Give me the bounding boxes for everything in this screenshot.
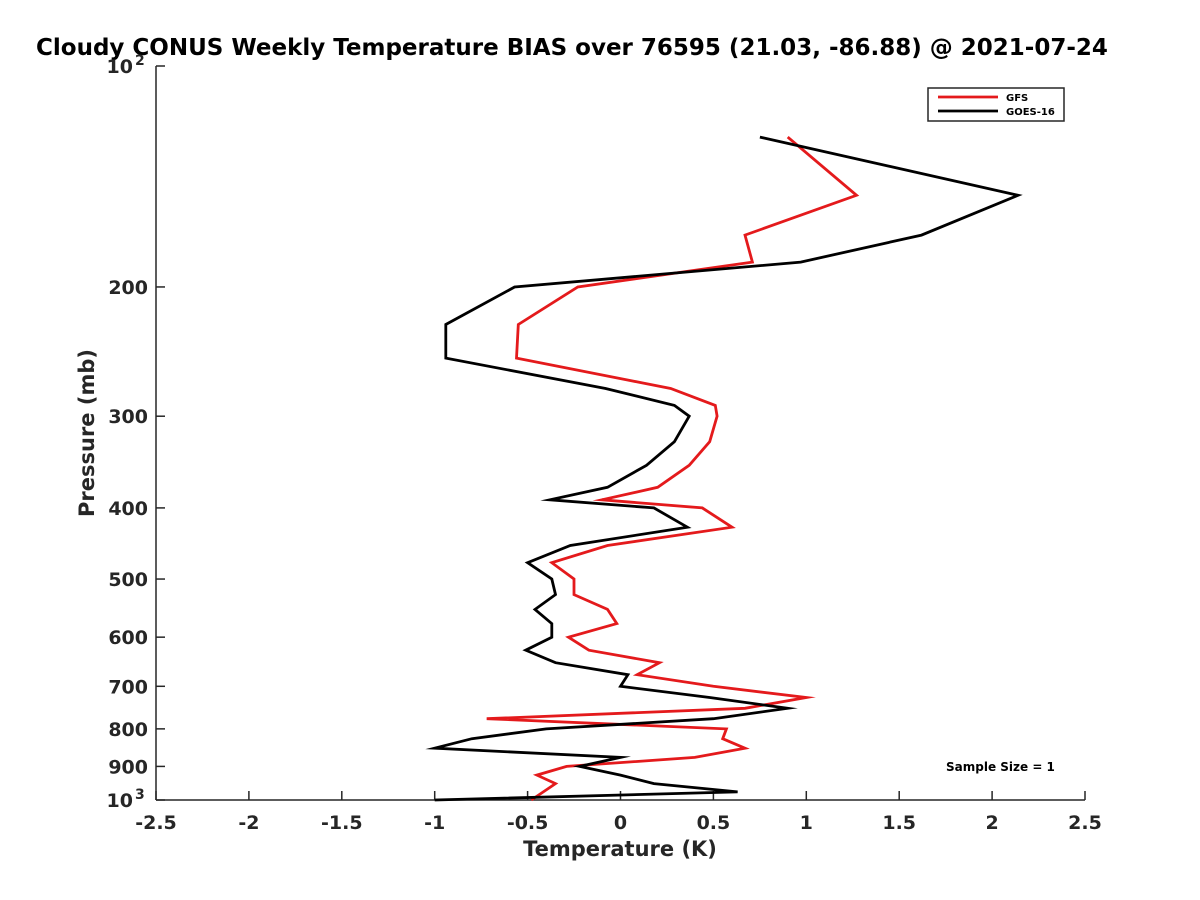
- x-axis-label: Temperature (K): [523, 837, 717, 861]
- y-tick-label: 800: [108, 719, 148, 741]
- legend: GFS GOES-16: [927, 87, 1065, 122]
- series-line-gfs: [486, 136, 860, 802]
- x-tick-label: 2: [985, 812, 998, 834]
- y-tick-exponent: 2: [135, 53, 145, 69]
- legend-box: [927, 87, 1065, 122]
- y-tick-label: 400: [108, 498, 148, 520]
- x-tick-label: 1: [800, 812, 813, 834]
- chart-title: Cloudy CONUS Weekly Temperature BIAS ove…: [36, 35, 1108, 61]
- y-tick-exponent: 3: [135, 787, 145, 803]
- x-tick-label: 0.5: [697, 812, 731, 834]
- series-layer: [425, 135, 1023, 802]
- y-tick-label: 300: [108, 406, 148, 428]
- x-tick-label: 1.5: [882, 812, 916, 834]
- x-tick-label: -2: [238, 812, 259, 834]
- y-tick-label: 10: [107, 790, 133, 812]
- plot-axes: -2.5 -2 -1.5 -1 -0.5 0 0.5 1 1.5 2 2.510 2200300400…: [107, 53, 1102, 834]
- y-tick-label: 200: [108, 277, 148, 299]
- x-tick-label: -2.5: [135, 812, 177, 834]
- y-tick-label: 700: [108, 676, 148, 698]
- y-tick-label: 900: [108, 756, 148, 778]
- y-axis-label: Pressure (mb): [75, 349, 99, 517]
- y-tick-label: 10: [107, 56, 133, 78]
- sample-size-annotation: Sample Size = 1: [946, 760, 1055, 774]
- y-tick-label: 500: [108, 569, 148, 591]
- legend-label: GOES-16: [1006, 107, 1055, 118]
- legend-label: GFS: [1006, 93, 1028, 104]
- x-tick-label: 2.5: [1068, 812, 1102, 834]
- x-tick-label: 0: [614, 812, 627, 834]
- series-line-goes-16: [425, 135, 1023, 802]
- x-tick-label: -1.5: [321, 812, 363, 834]
- x-tick-label: -1: [424, 812, 445, 834]
- y-tick-label: 600: [108, 627, 148, 649]
- x-tick-label: -0.5: [507, 812, 549, 834]
